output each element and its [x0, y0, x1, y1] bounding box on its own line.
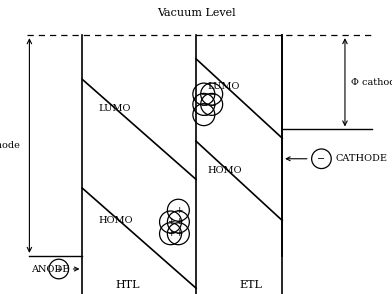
Text: Φ cathode: Φ cathode — [351, 78, 392, 87]
Text: +: + — [167, 229, 174, 238]
Text: +: + — [54, 265, 63, 273]
Text: CATHODE: CATHODE — [335, 154, 387, 163]
Text: Φ anode: Φ anode — [0, 141, 20, 150]
Text: +: + — [174, 206, 182, 215]
Text: Vacuum Level: Vacuum Level — [157, 8, 235, 18]
Text: HTL: HTL — [115, 280, 140, 290]
Text: −: − — [208, 100, 216, 109]
Text: +: + — [174, 218, 182, 226]
Text: −: − — [200, 110, 208, 119]
Text: LUMO: LUMO — [98, 104, 131, 113]
Text: −: − — [200, 100, 208, 109]
Text: +: + — [174, 229, 182, 238]
Text: LUMO: LUMO — [208, 82, 240, 91]
Text: HOMO: HOMO — [208, 166, 242, 175]
Text: −: − — [318, 154, 325, 164]
Text: ANODE: ANODE — [31, 265, 70, 273]
Text: −: − — [200, 90, 208, 98]
Text: −: − — [208, 90, 216, 98]
Text: ETL: ETL — [240, 280, 262, 290]
Text: +: + — [167, 218, 174, 226]
Text: HOMO: HOMO — [98, 216, 132, 225]
